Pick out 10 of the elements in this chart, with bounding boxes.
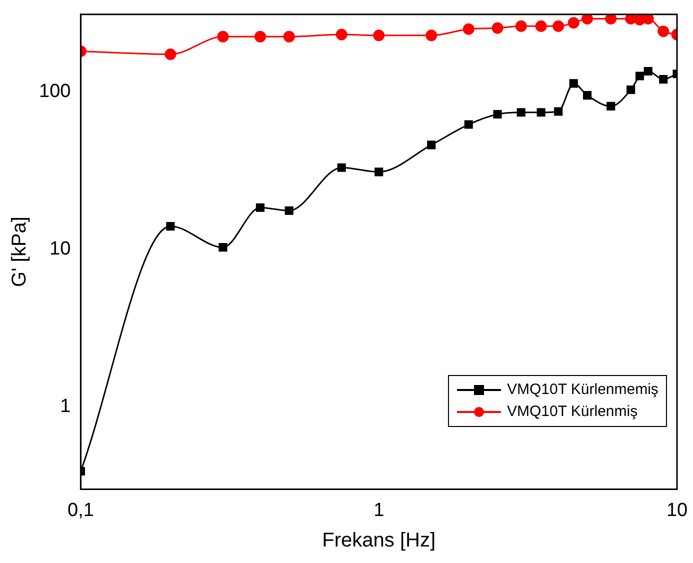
x-tick-label: 0,1 bbox=[67, 500, 94, 521]
y-tick-label: 1 bbox=[60, 396, 71, 418]
y-tick-label: 100 bbox=[39, 81, 71, 102]
x-tick-label: 1 bbox=[374, 500, 384, 521]
x-axis-title: Frekans [Hz] bbox=[322, 530, 436, 552]
legend-label: VMQ10T Kürlenmiş bbox=[507, 402, 638, 422]
x-tick-label: 10 bbox=[666, 500, 688, 521]
y-tick-label: 10 bbox=[50, 238, 71, 260]
legend-label: VMQ10T Kürlenmemiş bbox=[507, 380, 658, 400]
y-axis-title: G' [kPa] bbox=[8, 216, 31, 288]
